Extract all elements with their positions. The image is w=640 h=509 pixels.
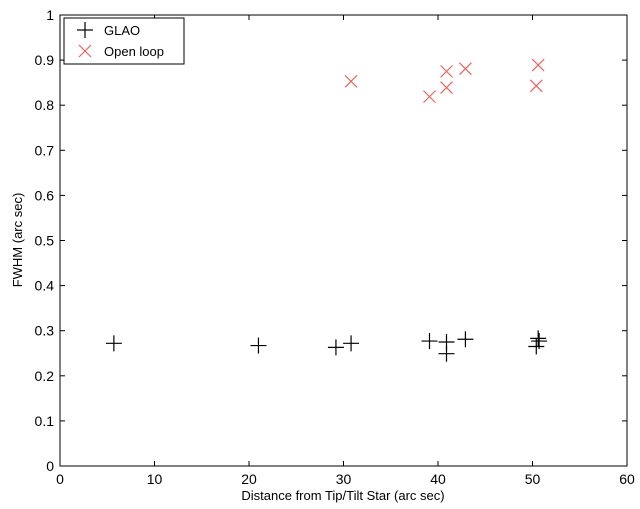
data-point-glao: [343, 335, 360, 352]
data-point-open-loop: [458, 62, 472, 76]
x-tick-label: 10: [147, 471, 163, 487]
y-tick-label: 0.9: [35, 52, 55, 68]
x-tick-label: 20: [241, 471, 257, 487]
x-tick-label: 50: [525, 471, 541, 487]
y-tick-label: 0.2: [35, 368, 55, 384]
x-tick-label: 30: [336, 471, 352, 487]
y-tick-label: 0.6: [35, 187, 55, 203]
x-marker-b: [529, 79, 543, 93]
y-tick-label: 0.5: [35, 233, 55, 249]
x-tick-label: 0: [56, 471, 64, 487]
data-point-open-loop: [344, 74, 358, 88]
x-marker-b: [531, 58, 545, 72]
data-point-glao: [105, 335, 122, 352]
data-point-glao: [250, 337, 267, 354]
y-tick-label: 1: [46, 7, 54, 23]
data-point-open-loop: [423, 90, 436, 104]
legend: GLAO Open loop: [63, 17, 185, 65]
data-point-glao: [327, 339, 344, 356]
y-axis-label: FWHM (arc sec): [10, 193, 25, 288]
x-marker-b: [440, 81, 453, 95]
x-marker-b: [344, 74, 358, 88]
x-marker-b: [458, 62, 472, 76]
legend-label-open-loop: Open loop: [104, 44, 164, 59]
data-point-glao: [531, 333, 548, 350]
data-point-glao: [530, 330, 547, 347]
data-point-open-loop: [529, 79, 543, 93]
data-point-open-loop: [440, 81, 453, 95]
data-point-glao: [421, 333, 438, 350]
y-tick-label: 0.1: [35, 413, 55, 429]
x-marker-b: [440, 64, 453, 78]
x-marker-b: [423, 90, 436, 104]
legend-marker-glao: [77, 22, 93, 38]
y-tick-label: 0.8: [35, 97, 55, 113]
data-point-open-loop: [531, 58, 545, 72]
data-marks: [105, 58, 548, 362]
legend-label-glao: GLAO: [104, 23, 140, 38]
axis-ticks: 0 10 20 30 40 50 60 0 0.1 0.2 0.3 0.4 0.5 0.6 0.7 0.8 0.…: [35, 7, 635, 487]
data-point-glao: [457, 331, 474, 348]
y-tick-label: 0: [46, 458, 54, 474]
data-point-open-loop: [440, 64, 453, 78]
plot-area: [59, 14, 628, 467]
y-tick-label: 0.4: [35, 278, 55, 294]
data-point-glao: [438, 345, 455, 362]
y-tick-label: 0.7: [35, 142, 55, 158]
x-tick-label: 40: [430, 471, 446, 487]
legend-box: [63, 17, 185, 65]
x-tick-label: 60: [619, 471, 635, 487]
x-axis-label: Distance from Tip/Tilt Star (arc sec): [241, 488, 444, 503]
legend-marker-open-loop: [78, 44, 92, 58]
y-tick-label: 0.3: [35, 323, 55, 339]
